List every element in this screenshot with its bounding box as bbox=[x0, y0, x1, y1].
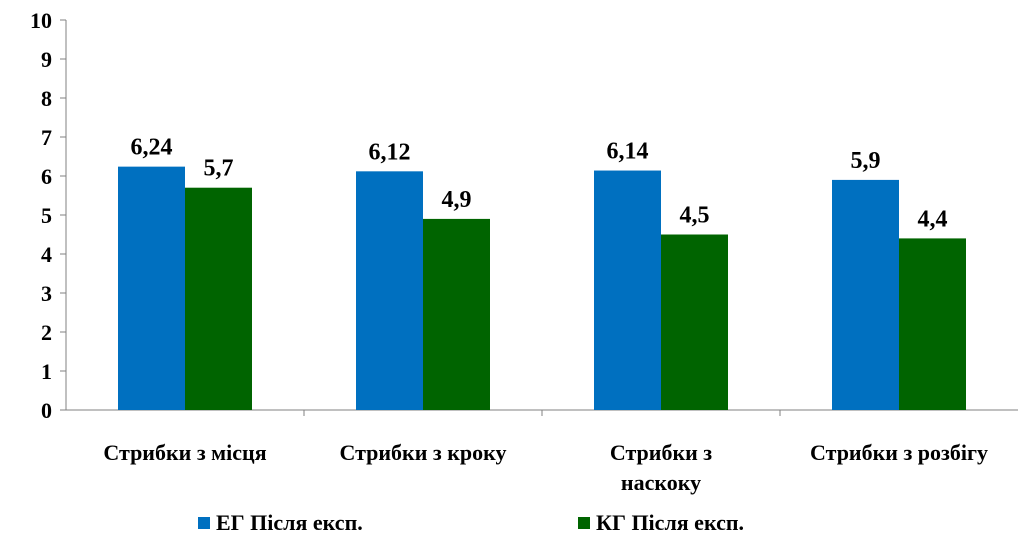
y-tick-label: 3 bbox=[41, 281, 52, 306]
data-label: 6,24 bbox=[131, 135, 173, 161]
y-tick-label: 0 bbox=[41, 398, 52, 423]
bar bbox=[832, 179, 899, 410]
legend-swatch bbox=[578, 517, 590, 529]
data-label: 5,9 bbox=[851, 148, 881, 174]
category-label: Стрибки з кроку bbox=[339, 440, 506, 465]
y-tick-label: 7 bbox=[41, 125, 52, 150]
y-tick-label: 5 bbox=[41, 203, 52, 228]
data-label: 6,12 bbox=[369, 139, 411, 165]
category-label: Стрибки з bbox=[610, 440, 712, 465]
data-label: 4,9 bbox=[442, 187, 472, 213]
bars bbox=[118, 166, 966, 410]
y-tick-label: 8 bbox=[41, 86, 52, 111]
bar bbox=[356, 171, 423, 410]
bar bbox=[661, 234, 728, 410]
legend-swatch bbox=[198, 517, 210, 529]
legend: ЕГ Після експ. КГ Після експ. bbox=[198, 510, 744, 535]
y-tick-label: 10 bbox=[30, 8, 52, 33]
y-tick-label: 4 bbox=[41, 242, 52, 267]
bar bbox=[118, 166, 185, 410]
bar bbox=[594, 170, 661, 410]
data-label: 6,14 bbox=[607, 139, 649, 165]
legend-label: ЕГ Після експ. bbox=[216, 510, 363, 535]
data-label: 4,5 bbox=[680, 203, 710, 229]
y-tick-label: 6 bbox=[41, 164, 52, 189]
y-axis-ticks: 0 1 2 3 4 5 6 7 8 9 10 bbox=[30, 8, 66, 423]
data-label: 4,4 bbox=[918, 206, 948, 232]
y-tick-label: 1 bbox=[41, 359, 52, 384]
category-label: Стрибки з місця bbox=[103, 440, 266, 465]
category-label: Стрибки з розбігу bbox=[810, 440, 988, 465]
y-tick-label: 2 bbox=[41, 320, 52, 345]
bar bbox=[423, 218, 490, 410]
data-label: 5,7 bbox=[204, 156, 234, 182]
y-tick-label: 9 bbox=[41, 47, 52, 72]
category-labels: Стрибки з місця Стрибки з кроку Стрибки з н… bbox=[103, 440, 988, 495]
bar bbox=[899, 238, 966, 410]
legend-label: КГ Після експ. bbox=[596, 510, 744, 535]
category-label: наскоку bbox=[621, 470, 701, 495]
data-labels: 6,24 5,7 6,12 4,9 6,14 4,5 5,9 4,4 bbox=[131, 135, 948, 233]
bar bbox=[185, 187, 252, 410]
